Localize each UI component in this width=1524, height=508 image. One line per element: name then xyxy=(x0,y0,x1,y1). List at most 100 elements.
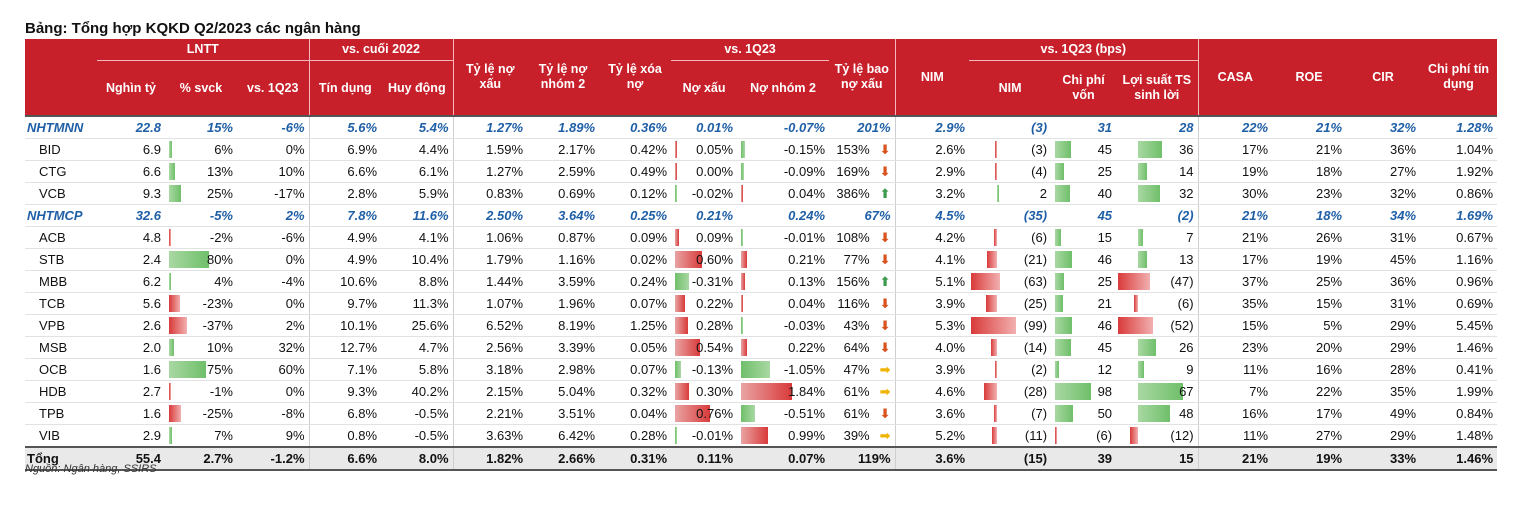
cell-value: 21% xyxy=(1316,142,1343,157)
cell-value: 0.99% xyxy=(788,428,826,443)
cell-value: 19% xyxy=(1316,451,1343,466)
cell-name: TCB xyxy=(25,292,97,315)
data-bar xyxy=(169,229,171,246)
cell-value: 5.2% xyxy=(935,428,966,443)
data-bar xyxy=(1138,229,1143,246)
cell-ls: 9 xyxy=(1116,358,1199,381)
group-header-lntt: LNTT xyxy=(97,39,310,61)
cell-value: 36% xyxy=(1390,274,1417,289)
cell-value: 6.6 xyxy=(142,164,161,179)
cell-value: 7 xyxy=(1186,230,1194,245)
cell-value: 6.1% xyxy=(418,164,449,179)
col-header-loi-suat-ts: Lợi suất TS sinh lời xyxy=(1116,60,1199,116)
cell-value: NHTMCP xyxy=(27,208,83,223)
cell-cpv: 40 xyxy=(1051,182,1117,205)
col-header-no-nhom2: Nợ nhóm 2 xyxy=(737,60,830,116)
cell-value: 0.28% xyxy=(696,318,734,333)
data-bar xyxy=(971,317,1017,334)
cell-value: 201% xyxy=(857,120,891,135)
cell-td: 6.6% xyxy=(308,446,382,471)
cell-dnn2: 0.07% xyxy=(737,446,830,471)
cell-hd: 8.8% xyxy=(381,270,454,293)
cell-hd: 25.6% xyxy=(381,314,454,337)
cell-hd: 5.4% xyxy=(381,115,454,139)
cell-value: 4.8 xyxy=(142,230,161,245)
cell-ls: 15 xyxy=(1116,446,1199,471)
cell-td: 5.6% xyxy=(308,115,382,139)
table-row: TPB 1.6 -25% -8% 6.8% -0.5% 2.21% 3.51% 0.04% 0.7… xyxy=(25,402,1498,425)
cell-svck: 6% xyxy=(165,138,237,161)
cell-xn: 0.49% xyxy=(599,160,672,183)
cell-value: (2) xyxy=(1031,362,1048,377)
cell-value: -0.51% xyxy=(783,406,826,421)
cell-value: -2% xyxy=(209,230,233,245)
cell-value: 2 xyxy=(1039,186,1048,201)
cell-td: 7.8% xyxy=(308,204,382,227)
col-header-ty-le-no-nhom2: Tỷ lệ nợ nhóm 2 xyxy=(527,39,600,116)
cell-cptd: 1.28% xyxy=(1420,115,1498,139)
cell-value: 6.52% xyxy=(486,318,524,333)
cell-value: 12.7% xyxy=(340,340,378,355)
cell-xn: 0.12% xyxy=(599,182,672,205)
cell-value: -1.2% xyxy=(270,451,305,466)
cell-value: 0.69% xyxy=(1456,296,1494,311)
cell-value: 25.6% xyxy=(411,318,449,333)
data-bar xyxy=(987,251,998,268)
cell-value: 0.13% xyxy=(788,274,826,289)
group-row: NHTMNN 22.8 15% -6% 5.6% 5.4% 1.27% 1.89% 0.36% 0… xyxy=(25,115,1498,139)
cell-nn2: 0.69% xyxy=(527,182,600,205)
cell-value: 4.1% xyxy=(418,230,449,245)
cell-value: 0.8% xyxy=(347,428,378,443)
cell-svck: 80% xyxy=(165,248,237,271)
data-bar xyxy=(741,405,756,422)
cell-bao: 64% ⬇ xyxy=(829,336,896,359)
cell-cptd: 0.69% xyxy=(1420,292,1498,315)
cell-nn2: 8.19% xyxy=(527,314,600,337)
cell-value: (25) xyxy=(1023,296,1048,311)
cell-hd: 8.0% xyxy=(381,446,454,471)
arrow-down-icon: ⬇ xyxy=(879,317,891,333)
cell-value: HDB xyxy=(39,384,67,399)
cell-value: 156% xyxy=(836,273,870,289)
data-bar xyxy=(169,163,176,180)
cell-hd: 5.8% xyxy=(381,358,454,381)
data-bar xyxy=(1055,405,1074,422)
cell-value: 0.00% xyxy=(696,164,734,179)
cell-dnim: (21) xyxy=(969,248,1052,271)
cell-cptd: 0.86% xyxy=(1420,182,1498,205)
cell-value: 1.89% xyxy=(558,120,596,135)
cell-value: 1.82% xyxy=(486,451,524,466)
cell-xn: 0.25% xyxy=(599,204,672,227)
data-bar xyxy=(1055,251,1072,268)
cell-nim: 3.6% xyxy=(894,446,970,471)
cell-value: (6) xyxy=(1096,428,1113,443)
cell-value: 10% xyxy=(278,164,305,179)
cell-value: NHTMNN xyxy=(27,120,84,135)
col-header-nghin-ty: Nghìn tỷ xyxy=(97,60,165,116)
cell-value: 17% xyxy=(1242,142,1269,157)
data-bar xyxy=(1055,185,1070,202)
col-header-ty-le-bao-no-xau: Tỷ lệ bao nợ xấu xyxy=(829,39,896,116)
cell-cir: 45% xyxy=(1346,248,1421,271)
cell-value: VCB xyxy=(39,186,66,201)
cell-value: (21) xyxy=(1023,252,1048,267)
cell-nim: 5.2% xyxy=(894,424,970,448)
table-row: MSB 2.0 10% 32% 12.7% 4.7% 2.56% 3.39% 0.05% 0.54… xyxy=(25,336,1498,359)
cell-dnx: 0.09% xyxy=(671,226,738,249)
cell-value: 0.32% xyxy=(630,384,668,399)
cell-name: MSB xyxy=(25,336,97,359)
cell-lntt: 6.2 xyxy=(97,270,165,293)
cell-value: MBB xyxy=(39,274,68,289)
cell-value: 31% xyxy=(1390,230,1417,245)
cell-value: 29% xyxy=(1390,318,1417,333)
cell-casa: 21% xyxy=(1197,204,1273,227)
cell-td: 12.7% xyxy=(308,336,382,359)
data-bar xyxy=(675,427,678,444)
cell-value: (52) xyxy=(1170,318,1194,333)
cell-value: 20% xyxy=(1316,340,1343,355)
cell-value: -0.03% xyxy=(783,318,826,333)
table-row: ACB 4.8 -2% -6% 4.9% 4.1% 1.06% 0.87% 0.09% 0.09%… xyxy=(25,226,1498,249)
cell-value: 98 xyxy=(1097,384,1113,399)
col-header-nim-bps: NIM xyxy=(969,60,1052,116)
cell-nn2: 3.64% xyxy=(527,204,600,227)
